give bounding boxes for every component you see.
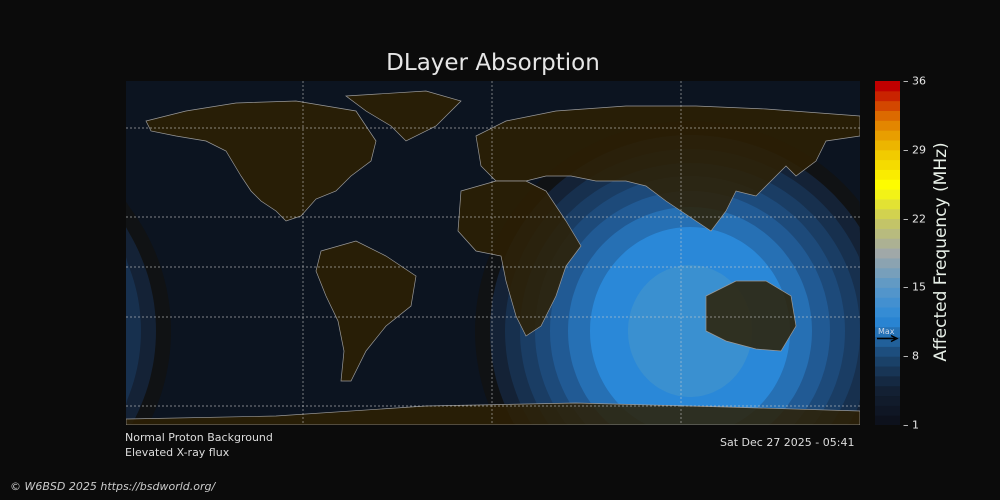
colorbar-tick: – 22 <box>903 212 926 226</box>
colorbar-band <box>875 169 900 180</box>
colorbar-band <box>875 307 900 318</box>
graticule <box>126 81 860 425</box>
copyright-footer: © W6BSD 2025 https://bsdworld.org/ <box>10 480 216 493</box>
landmasses <box>126 90 860 425</box>
colorbar-band <box>875 346 900 357</box>
colorbar-band <box>875 208 900 220</box>
colorbar-band <box>875 159 900 170</box>
greenland <box>345 90 462 142</box>
colorbar-tick: – 36 <box>903 74 926 88</box>
colorbar-band <box>875 228 900 239</box>
colorbar-band <box>875 179 900 190</box>
timestamp: Sat Dec 27 2025 - 05:41 <box>720 436 855 449</box>
max-marker-arrow-icon <box>877 334 899 343</box>
australia <box>705 280 797 352</box>
colorbar-band <box>875 336 900 347</box>
colorbar-band <box>875 405 900 416</box>
colorbar-band <box>875 139 900 151</box>
colorbar-band <box>875 316 900 328</box>
europe-asia <box>475 105 860 232</box>
colorbar-tick: – 1 <box>903 418 919 432</box>
chart-title: DLayer Absorption <box>386 50 600 76</box>
colorbar-band <box>875 238 900 249</box>
colorbar-band <box>875 218 900 229</box>
colorbar-band <box>875 189 900 200</box>
xray-status: Elevated X-ray flux <box>125 446 230 459</box>
colorbar-band <box>875 149 900 161</box>
colorbar-band <box>875 326 900 338</box>
world-map <box>126 81 860 425</box>
proton-status: Normal Proton Background <box>125 431 273 444</box>
colorbar-band <box>875 110 900 121</box>
colorbar-tick: – 8 <box>903 349 919 363</box>
south-america <box>315 240 417 382</box>
colorbar-band <box>875 415 900 425</box>
colorbar-band <box>875 375 900 387</box>
colorbar-tick: – 29 <box>903 143 926 157</box>
colorbar-band <box>875 198 900 210</box>
colorbar-band <box>875 257 900 269</box>
colorbar-band <box>875 366 900 377</box>
colorbar-band <box>875 297 900 308</box>
colorbar-band <box>875 130 900 141</box>
colorbar-band <box>875 81 900 92</box>
colorbar-band <box>875 100 900 111</box>
colorbar-band <box>875 248 900 259</box>
antarctica <box>126 402 860 425</box>
colorbar-band <box>875 287 900 298</box>
colorbar <box>875 81 900 425</box>
colorbar-band <box>875 120 900 131</box>
colorbar-band <box>875 395 900 406</box>
colorbar-band <box>875 356 900 367</box>
north-america <box>145 100 377 222</box>
colorbar-band <box>875 267 900 279</box>
colorbar-band <box>875 90 900 102</box>
colorbar-tick: – 15 <box>903 280 926 294</box>
colorbar-label: Affected Frequency (MHz) <box>931 142 951 362</box>
colorbar-band <box>875 277 900 288</box>
colorbar-band <box>875 385 900 397</box>
absorption-contour <box>126 149 141 425</box>
max-marker-label: Max <box>878 327 895 336</box>
africa <box>457 180 582 337</box>
